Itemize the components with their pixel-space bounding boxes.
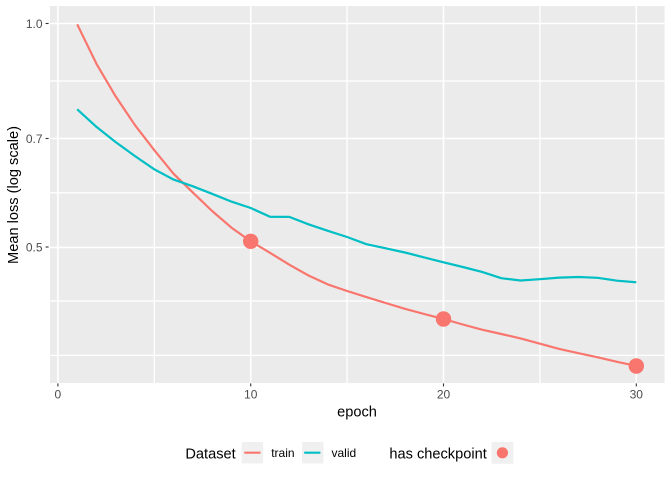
svg-text:has checkpoint: has checkpoint	[389, 447, 486, 463]
svg-text:train: train	[271, 446, 294, 460]
svg-text:10: 10	[244, 388, 258, 402]
svg-text:Mean loss (log scale): Mean loss (log scale)	[6, 126, 22, 264]
svg-text:30: 30	[630, 388, 644, 402]
svg-text:1.0: 1.0	[26, 17, 43, 31]
svg-text:Dataset: Dataset	[185, 447, 235, 463]
svg-text:0.7: 0.7	[26, 132, 43, 146]
svg-text:epoch: epoch	[337, 405, 377, 421]
svg-text:valid: valid	[332, 446, 357, 460]
svg-text:20: 20	[437, 388, 451, 402]
svg-text:0: 0	[55, 388, 62, 402]
svg-text:0.5: 0.5	[26, 240, 43, 254]
